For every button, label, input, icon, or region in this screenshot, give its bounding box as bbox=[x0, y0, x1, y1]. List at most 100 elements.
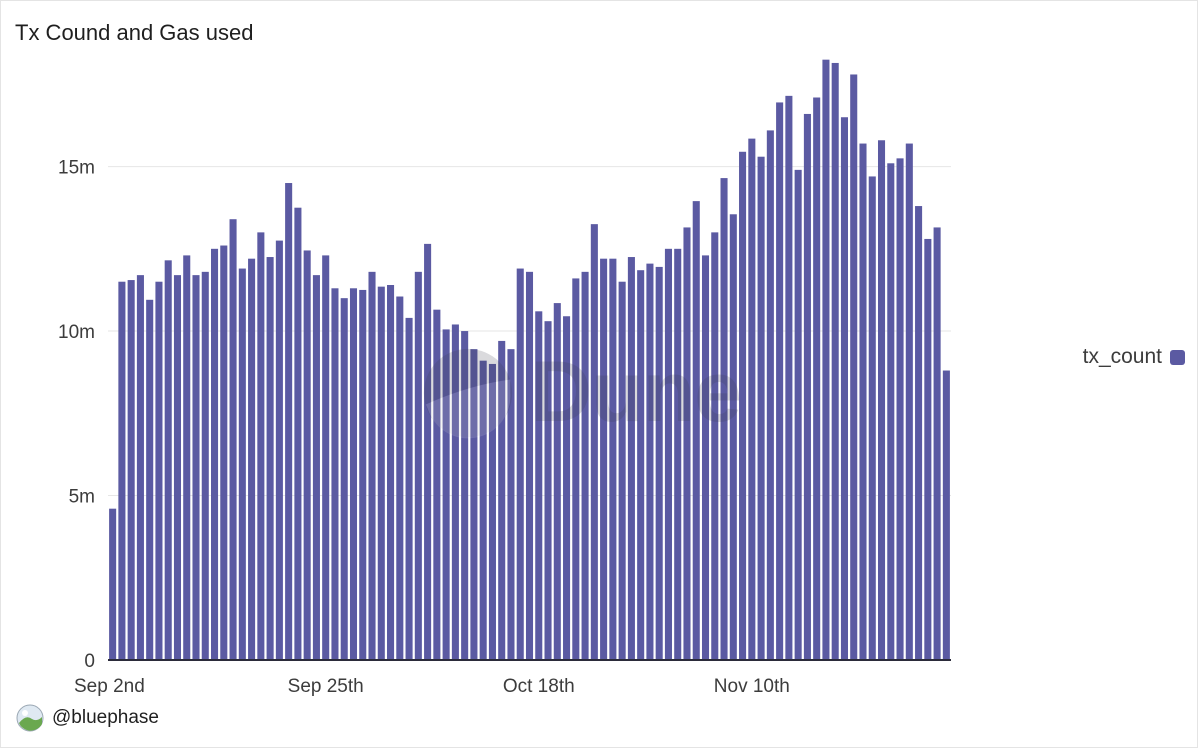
bar[interactable] bbox=[785, 95, 793, 660]
bar[interactable] bbox=[859, 143, 867, 661]
bar[interactable] bbox=[553, 303, 561, 660]
bar[interactable] bbox=[637, 270, 645, 660]
bar[interactable] bbox=[183, 255, 191, 661]
bar[interactable] bbox=[831, 62, 839, 661]
bar[interactable] bbox=[544, 321, 552, 660]
bar[interactable] bbox=[340, 298, 348, 660]
bar[interactable] bbox=[720, 178, 728, 660]
bar[interactable] bbox=[136, 275, 144, 660]
bar[interactable] bbox=[618, 281, 626, 660]
bar[interactable] bbox=[877, 140, 886, 660]
bar[interactable] bbox=[655, 266, 663, 660]
bar[interactable] bbox=[359, 289, 367, 660]
bar[interactable] bbox=[674, 248, 682, 660]
bar[interactable] bbox=[275, 240, 283, 660]
bar[interactable] bbox=[868, 176, 876, 660]
bar[interactable] bbox=[701, 255, 710, 661]
bar[interactable] bbox=[794, 169, 802, 661]
bar[interactable] bbox=[766, 130, 774, 661]
bar[interactable] bbox=[739, 151, 747, 661]
bar[interactable] bbox=[201, 271, 209, 660]
bar[interactable] bbox=[572, 278, 580, 660]
bar[interactable] bbox=[776, 102, 784, 661]
bar[interactable] bbox=[433, 309, 441, 660]
bar[interactable] bbox=[414, 271, 422, 660]
bar[interactable] bbox=[396, 296, 404, 660]
bar[interactable] bbox=[563, 316, 571, 660]
bar[interactable] bbox=[470, 349, 478, 660]
bar[interactable] bbox=[646, 263, 654, 660]
bar[interactable] bbox=[294, 207, 302, 660]
bar[interactable] bbox=[498, 340, 506, 660]
bar[interactable] bbox=[516, 268, 524, 660]
bar[interactable] bbox=[924, 238, 932, 660]
bar[interactable] bbox=[757, 156, 765, 661]
bar[interactable] bbox=[173, 275, 182, 660]
bar[interactable] bbox=[905, 143, 913, 661]
bar[interactable] bbox=[840, 117, 848, 661]
bar[interactable] bbox=[711, 232, 719, 661]
bar[interactable] bbox=[488, 363, 496, 660]
bar[interactable] bbox=[155, 281, 163, 660]
bar[interactable] bbox=[377, 286, 385, 660]
bar[interactable] bbox=[887, 163, 895, 660]
legend[interactable]: tx_count bbox=[1083, 345, 1185, 369]
bar[interactable] bbox=[609, 258, 617, 660]
bar[interactable] bbox=[368, 271, 376, 660]
bar[interactable] bbox=[238, 268, 246, 660]
bar[interactable] bbox=[627, 257, 635, 660]
bar[interactable] bbox=[331, 288, 339, 660]
bar[interactable] bbox=[822, 59, 830, 661]
bar[interactable] bbox=[257, 232, 265, 661]
bar[interactable] bbox=[896, 158, 904, 660]
bar[interactable] bbox=[405, 317, 413, 660]
bar[interactable] bbox=[915, 206, 923, 661]
author-credit[interactable]: @bluephase bbox=[16, 704, 159, 732]
bar[interactable] bbox=[581, 271, 589, 660]
x-tick-label: Sep 25th bbox=[288, 676, 364, 697]
bar[interactable] bbox=[127, 280, 135, 660]
avatar-image-icon bbox=[16, 704, 44, 732]
bar[interactable] bbox=[748, 138, 756, 661]
bar[interactable] bbox=[322, 255, 330, 661]
bar[interactable] bbox=[507, 349, 515, 660]
bar[interactable] bbox=[312, 275, 320, 660]
bar[interactable] bbox=[461, 331, 469, 660]
bar[interactable] bbox=[266, 257, 274, 660]
bar[interactable] bbox=[479, 360, 487, 660]
y-tick-label: 10m bbox=[58, 322, 95, 343]
bar[interactable] bbox=[146, 299, 154, 660]
bar[interactable] bbox=[451, 324, 459, 660]
bar[interactable] bbox=[118, 281, 126, 660]
bar[interactable] bbox=[535, 311, 543, 660]
bar[interactable] bbox=[248, 258, 256, 660]
bar[interactable] bbox=[229, 219, 237, 661]
bar[interactable] bbox=[729, 214, 737, 661]
bar[interactable] bbox=[933, 227, 941, 660]
bar[interactable] bbox=[424, 243, 432, 660]
author-handle: @bluephase bbox=[52, 707, 159, 728]
bar[interactable] bbox=[664, 248, 672, 660]
bar[interactable] bbox=[590, 224, 598, 661]
bar[interactable] bbox=[349, 288, 358, 660]
bar[interactable] bbox=[220, 245, 228, 661]
bar[interactable] bbox=[683, 227, 691, 660]
bar[interactable] bbox=[600, 258, 608, 660]
bar[interactable] bbox=[387, 285, 395, 660]
bar[interactable] bbox=[692, 201, 700, 661]
x-axis-ticks: Sep 2nd Sep 25th Oct 18th Nov 10th bbox=[74, 676, 790, 697]
bar[interactable] bbox=[803, 113, 811, 660]
x-tick-label: Nov 10th bbox=[714, 676, 790, 697]
bar[interactable] bbox=[303, 250, 311, 661]
bar[interactable] bbox=[525, 271, 534, 660]
bar[interactable] bbox=[813, 97, 821, 661]
bar[interactable] bbox=[164, 260, 172, 660]
bar[interactable] bbox=[942, 370, 950, 660]
bar[interactable] bbox=[109, 508, 117, 660]
bar[interactable] bbox=[211, 248, 219, 660]
bar[interactable] bbox=[285, 183, 293, 661]
bar[interactable] bbox=[192, 275, 200, 660]
bar[interactable] bbox=[442, 329, 450, 660]
bar[interactable] bbox=[850, 74, 858, 660]
y-tick-label: 15m bbox=[58, 158, 95, 179]
